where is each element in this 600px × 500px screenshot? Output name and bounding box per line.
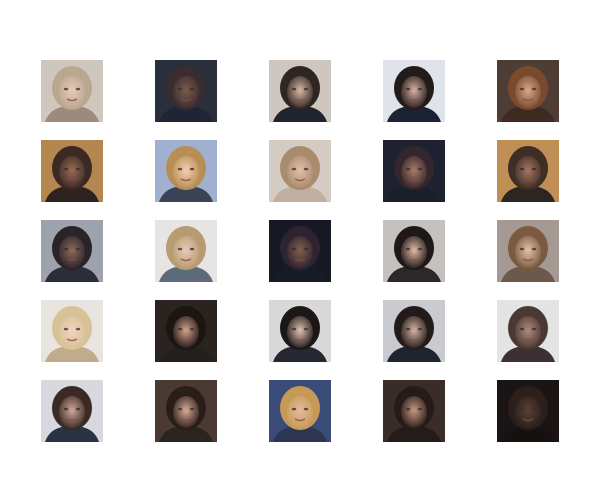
face-image-r3-c1 bbox=[41, 220, 103, 282]
face-image-r1-c2 bbox=[155, 60, 217, 122]
face-image-r2-c4 bbox=[383, 140, 445, 202]
face-image-r3-c4 bbox=[383, 220, 445, 282]
face-image-r2-c1 bbox=[41, 140, 103, 202]
face-image-r5-c1 bbox=[41, 380, 103, 442]
face-image-r5-c3 bbox=[269, 380, 331, 442]
face-image-r1-c5 bbox=[497, 60, 559, 122]
face-image-r2-c5 bbox=[497, 140, 559, 202]
face-image-r4-c2 bbox=[155, 300, 217, 362]
face-image-r5-c4 bbox=[383, 380, 445, 442]
face-image-r3-c5 bbox=[497, 220, 559, 282]
face-image-r5-c5 bbox=[497, 380, 559, 442]
face-image-r5-c2 bbox=[155, 380, 217, 442]
face-image-r1-c4 bbox=[383, 60, 445, 122]
face-image-r2-c2 bbox=[155, 140, 217, 202]
face-image-r1-c3 bbox=[269, 60, 331, 122]
face-image-r2-c3 bbox=[269, 140, 331, 202]
face-image-r4-c3 bbox=[269, 300, 331, 362]
face-image-r3-c2 bbox=[155, 220, 217, 282]
face-image-grid bbox=[41, 60, 560, 445]
face-image-r4-c1 bbox=[41, 300, 103, 362]
face-image-r1-c1 bbox=[41, 60, 103, 122]
face-image-r4-c5 bbox=[497, 300, 559, 362]
face-image-r4-c4 bbox=[383, 300, 445, 362]
face-image-r3-c3 bbox=[269, 220, 331, 282]
